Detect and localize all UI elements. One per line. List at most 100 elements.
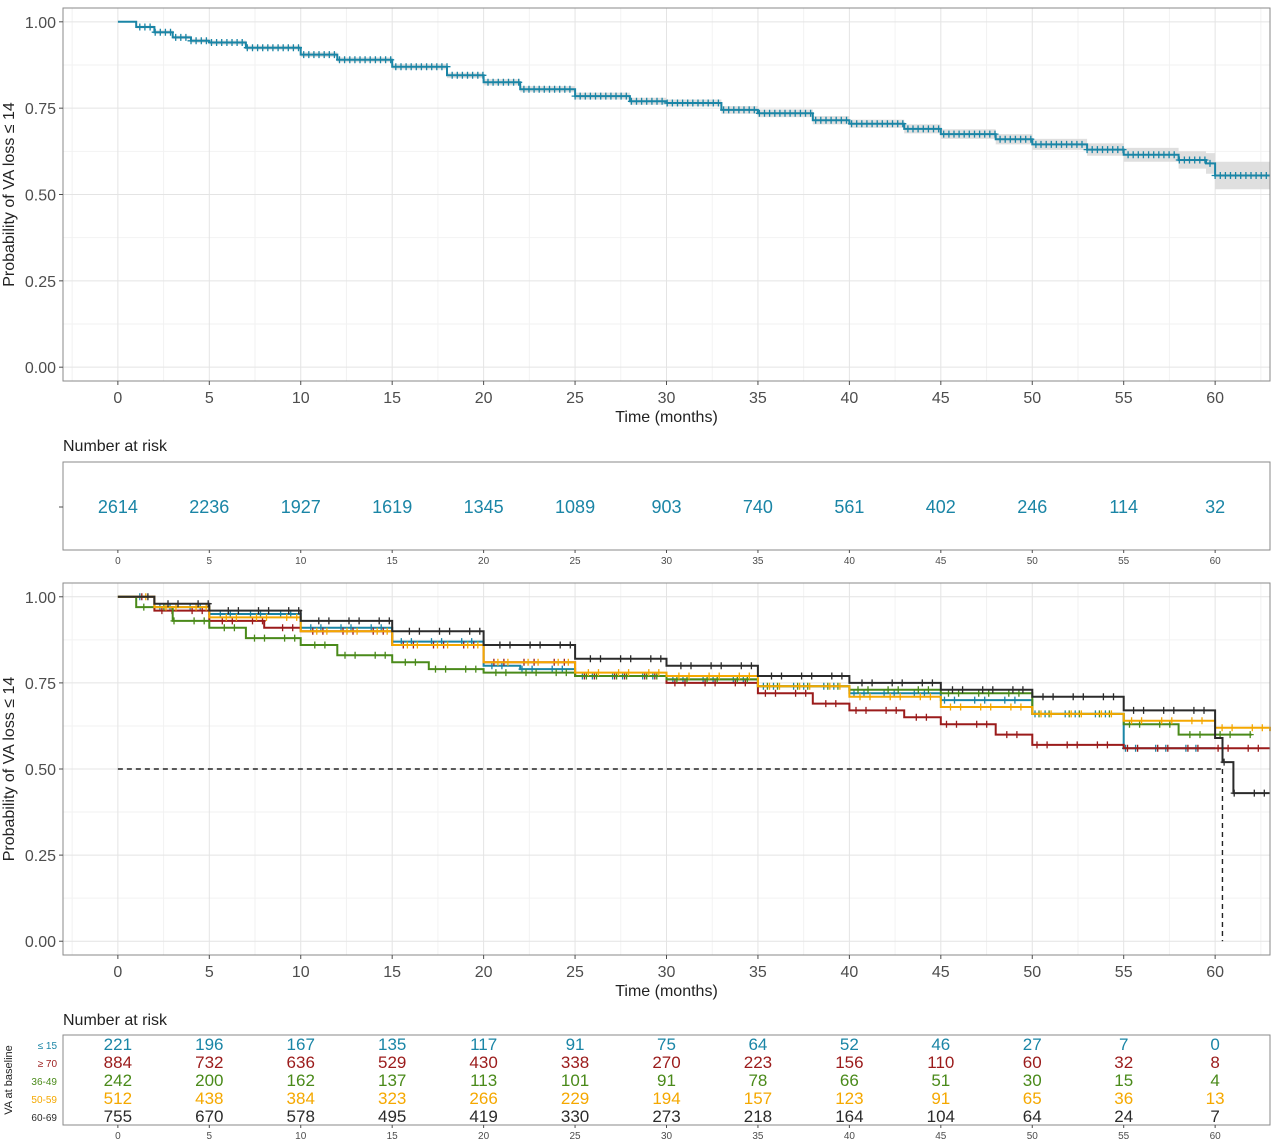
- risk2-count-g50_59: 323: [378, 1089, 406, 1108]
- plot2-censor-mark-g60_69: [707, 662, 715, 670]
- plot2-censor-mark-g50_59: [1128, 717, 1136, 725]
- risk1-panel: [62, 461, 1271, 551]
- plot2-censor-mark-g50_59: [1218, 724, 1226, 732]
- risk2-count-g60_69: 104: [927, 1107, 955, 1126]
- plot2-censor-mark-g36_49: [532, 669, 540, 677]
- risk2-count-g36_49: 113: [470, 1071, 497, 1090]
- plot2-x-tick-label: 50: [1023, 964, 1041, 981]
- plot2-y-tick-label: 0.00: [25, 934, 56, 951]
- risk2-row-label: 50-59: [31, 1095, 57, 1106]
- plot2-censor-mark-g60_69: [476, 627, 484, 635]
- plot2-censor-mark-g36_49: [140, 603, 148, 611]
- plot2-censor-mark-g60_69: [687, 662, 695, 670]
- plot2-censor-mark-g60_69: [737, 662, 745, 670]
- plot2-censor-mark-g60_69: [778, 672, 785, 680]
- plot2-x-tick-label: 40: [840, 964, 858, 981]
- plot2-censor-mark-le15: [1001, 696, 1009, 704]
- plot2-censor-mark-g60_69: [536, 641, 544, 649]
- plot2-censor-mark-g50_59: [655, 669, 663, 677]
- plot2-censor-mark-g60_69: [677, 662, 685, 670]
- risk2-y-axis-title: VA at baseline: [3, 1045, 15, 1115]
- risk1-x-tick-label: 5: [207, 556, 213, 567]
- risk2-count-g50_59: 194: [652, 1089, 680, 1108]
- risk2-x-tick-label: 45: [935, 1131, 947, 1142]
- plot1-x-tick-label: 30: [658, 390, 676, 407]
- plot2-censor-mark-g36_49: [1015, 689, 1023, 697]
- plot1-x-tick-label: 45: [932, 390, 950, 407]
- plot1-censor-mark-overall: [515, 78, 523, 86]
- plot2-censor-mark-ge70: [1033, 741, 1041, 749]
- plot2-x-axis-title: Time (months): [615, 983, 718, 1000]
- plot1-censor-mark-overall: [750, 106, 758, 114]
- plot2-censor-mark-g36_49: [1196, 731, 1204, 739]
- risk1-count-overall: 1089: [555, 497, 595, 517]
- risk2-x-tick-label: 10: [295, 1131, 307, 1142]
- plot1-ci-band: [117, 21, 1270, 190]
- plot2-censor-mark-g36_49: [975, 689, 983, 697]
- risk2-count-g36_49: 30: [1023, 1071, 1042, 1090]
- risk1-count-overall: 114: [1109, 497, 1138, 517]
- plot2-y-tick-label: 0.75: [25, 676, 56, 693]
- plot2-censor-mark-le15: [920, 689, 928, 697]
- plot2-censor-mark-g36_49: [220, 624, 228, 632]
- plot2-censor-mark-g60_69: [989, 686, 997, 694]
- plot1-x-tick-label: 20: [475, 390, 493, 407]
- risk2-count-le15: 0: [1210, 1035, 1219, 1054]
- plot1-x-tick-label: 40: [840, 390, 858, 407]
- plot2-censor-mark-g36_49: [552, 669, 560, 677]
- plot1-censor-mark-overall: [935, 125, 943, 133]
- plot2-censor-mark-g50_59: [444, 641, 452, 649]
- plot2-censor-mark-g60_69: [224, 607, 232, 615]
- plot2-censor-mark-g60_69: [597, 655, 604, 663]
- risk1-count-overall: 561: [834, 497, 864, 517]
- plot2-censor-mark-g50_59: [373, 627, 381, 635]
- plot2-censor-mark-g60_69: [828, 672, 836, 680]
- risk2-count-g50_59: 123: [835, 1089, 863, 1108]
- risk2-x-tick-label: 30: [661, 1131, 673, 1142]
- plot2-censor-mark-g60_69: [144, 593, 152, 601]
- plot2-censor-mark-le15: [910, 689, 918, 697]
- plot2-censor-mark-g36_49: [291, 634, 299, 642]
- risk1-count-overall: 2614: [98, 497, 138, 517]
- plot2-censor-mark-g60_69: [979, 686, 987, 694]
- plot2-censor-mark-g50_59: [705, 672, 713, 680]
- risk2-count-g36_49: 78: [748, 1071, 767, 1090]
- plot2-censor-mark-g60_69: [949, 686, 956, 694]
- plot2-censor-mark-g60_69: [1160, 706, 1168, 714]
- plot2-censor-mark-g60_69: [1260, 789, 1268, 797]
- plot2-censor-mark-g60_69: [798, 672, 806, 680]
- plot1-censor-mark-overall: [479, 71, 487, 79]
- risk2-count-le15: 135: [378, 1035, 406, 1054]
- plot2-censor-mark-g36_49: [1216, 731, 1224, 739]
- plot1-censor-mark-overall: [146, 23, 154, 31]
- plot2-censor-mark-g36_49: [190, 617, 198, 625]
- plot2-censor-mark-g36_49: [562, 669, 570, 677]
- plot2-censor-mark-le15: [971, 696, 979, 704]
- plot2-censor-mark-g50_59: [1067, 710, 1075, 718]
- plot2-censor-mark-ge70: [882, 706, 890, 714]
- risk2-count-g36_49: 137: [378, 1071, 406, 1090]
- plot2-censor-mark-g50_59: [403, 641, 411, 649]
- plot2-censor-mark-ge70: [1194, 744, 1202, 752]
- plot2-censor-mark-g60_69: [1099, 693, 1107, 701]
- plot2-censor-mark-ge70: [1043, 741, 1051, 749]
- plot2-x-tick-label: 10: [292, 964, 310, 981]
- plot2-censor-mark-g60_69: [415, 627, 423, 635]
- plot1-y-tick-label: 0.50: [25, 188, 56, 205]
- plot1-censor-mark-overall: [622, 92, 630, 100]
- plot2-censor-mark-g50_59: [1158, 717, 1166, 725]
- plot2-censor-mark-ge70: [1003, 731, 1011, 739]
- risk2-count-le15: 52: [840, 1035, 859, 1054]
- plot2-censor-mark-g50_59: [595, 669, 602, 677]
- plot2-censor-mark-le15: [216, 610, 224, 618]
- plot2-censor-mark-g60_69: [325, 617, 333, 625]
- risk2-count-g60_69: 24: [1114, 1107, 1133, 1126]
- plot2-censor-mark-g50_59: [464, 641, 472, 649]
- plot1-censor-mark-overall: [330, 51, 338, 59]
- plot2-censor-mark-ge70: [218, 617, 226, 625]
- risk1-count-overall: 246: [1017, 497, 1047, 517]
- risk2-count-le15: 7: [1119, 1035, 1128, 1054]
- plot2-censor-mark-g50_59: [524, 658, 532, 666]
- plot1-censor-mark-overall: [566, 85, 574, 93]
- risk-table-overall: Number at risk 2614 2236 1927 1619 1345 1089 90…: [59, 438, 1271, 567]
